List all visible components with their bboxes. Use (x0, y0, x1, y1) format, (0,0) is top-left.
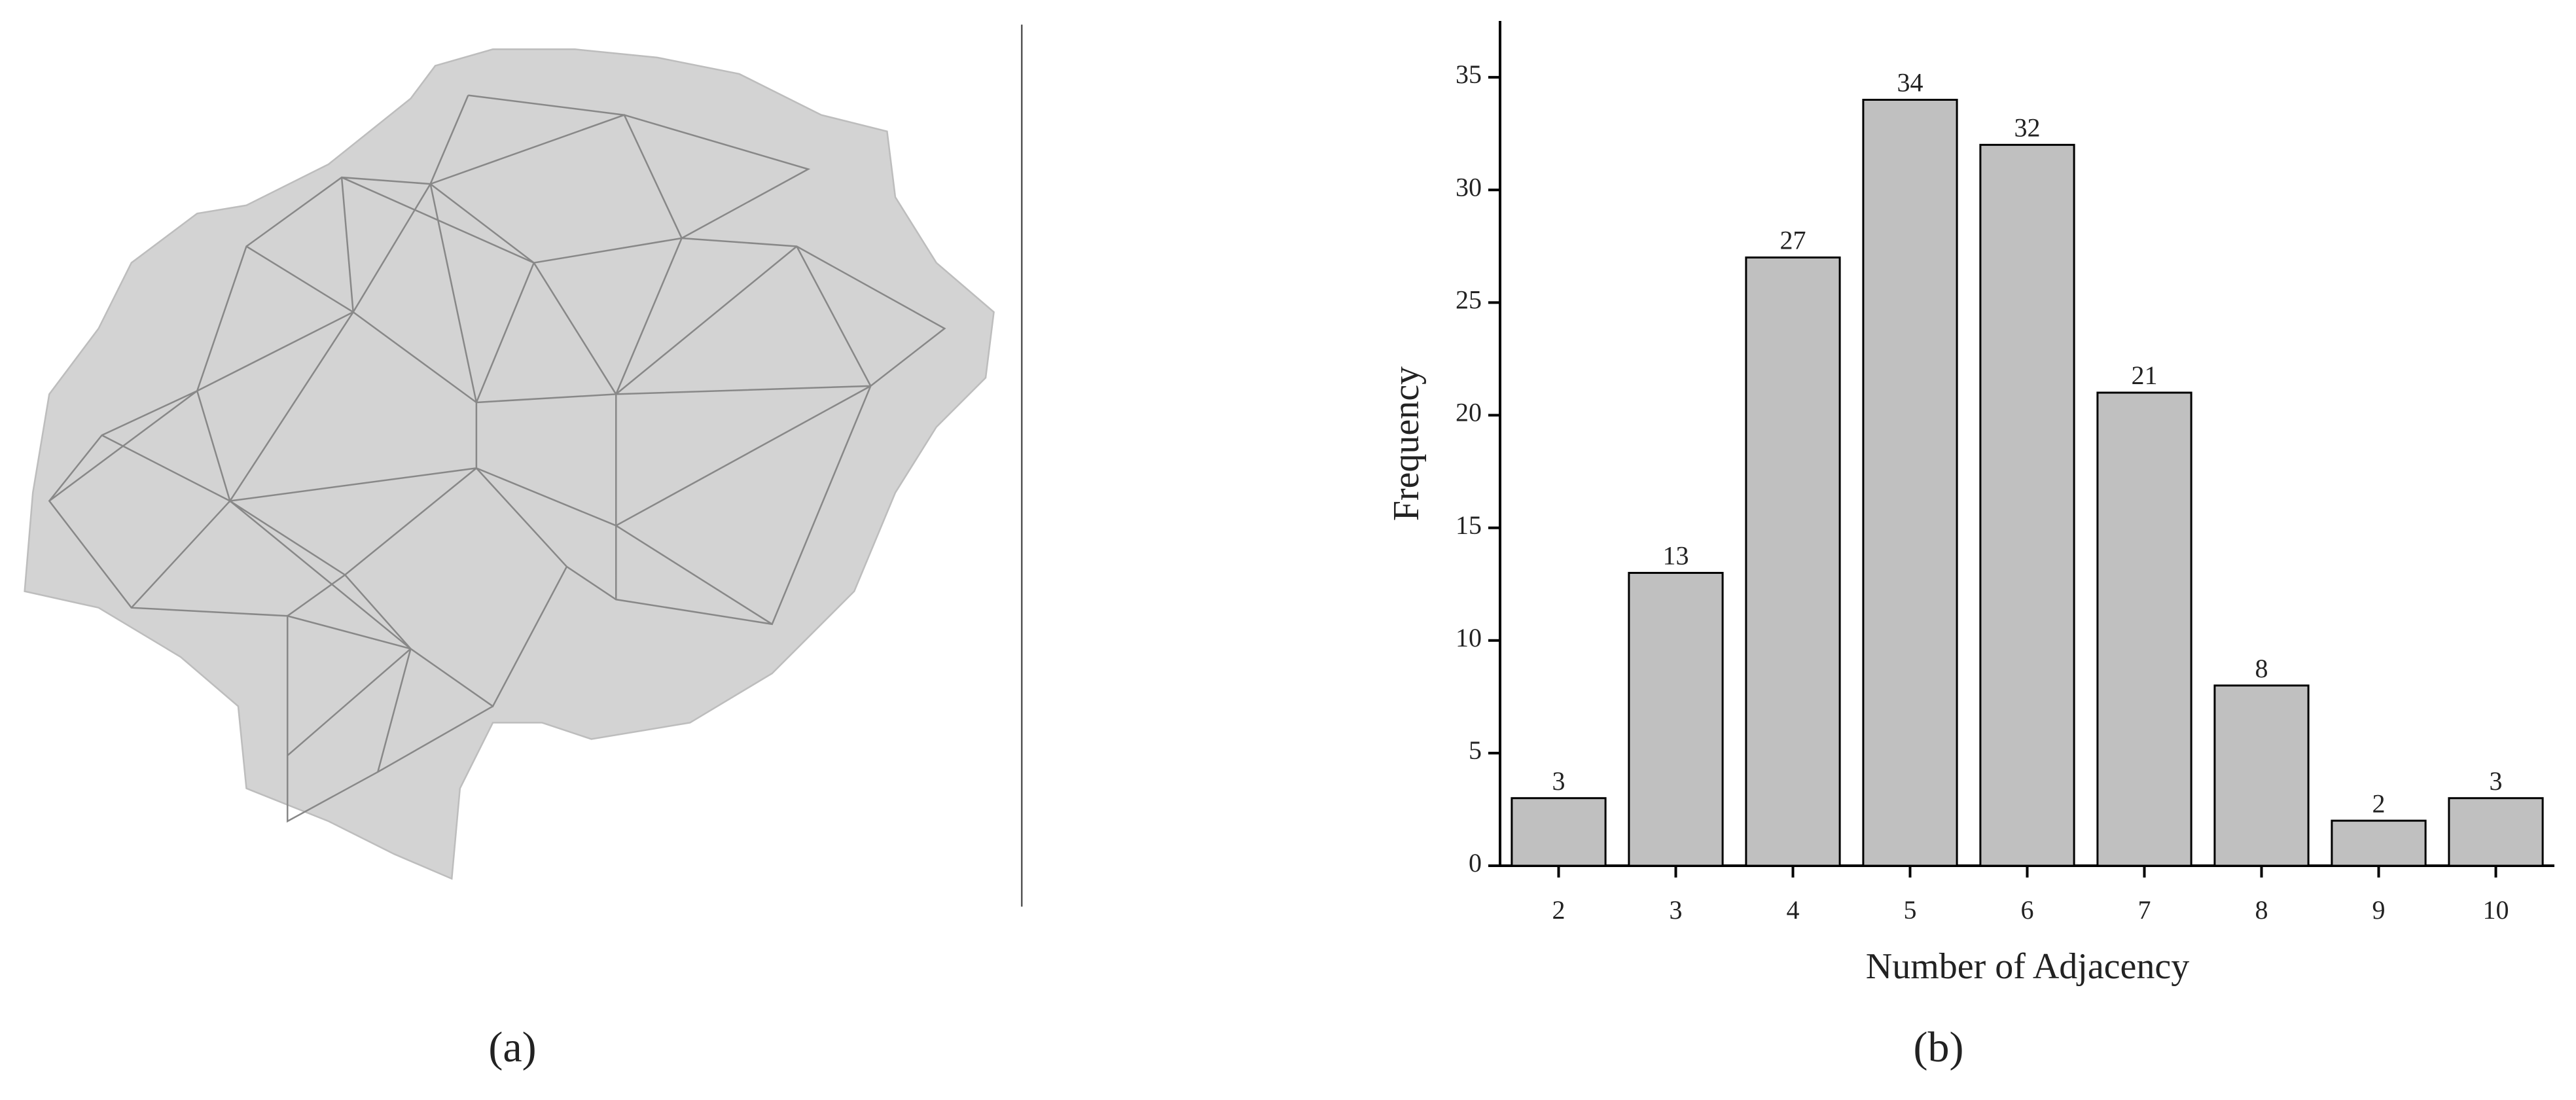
data-label: 3 (2490, 766, 2503, 796)
data-label: 32 (2014, 113, 2041, 143)
bar (1511, 797, 1607, 867)
x-axis-label: Number of Adjacency (1866, 946, 2189, 987)
y-tick-label: 35 (1456, 60, 1482, 89)
x-tick-label: 10 (2483, 895, 2509, 925)
x-tick-label: 6 (2021, 895, 2034, 925)
x-tick-label: 3 (1670, 895, 1683, 925)
bar (1628, 571, 1724, 867)
bar (1862, 98, 1958, 867)
bar (2213, 684, 2310, 867)
map-panel (24, 24, 1023, 907)
data-label: 8 (2255, 654, 2268, 683)
bar (2096, 391, 2192, 867)
x-tick-label: 9 (2372, 895, 2386, 925)
y-tick-label: 15 (1456, 510, 1482, 540)
x-tick-label: 2 (1552, 895, 1565, 925)
bar (2448, 797, 2544, 867)
data-label: 21 (2132, 361, 2158, 390)
x-tick-label: 8 (2255, 895, 2268, 925)
bar (1979, 143, 2075, 867)
bar (2331, 819, 2427, 867)
y-tick-label: 30 (1456, 172, 1482, 202)
y-tick-label: 25 (1456, 285, 1482, 315)
x-tick-label: 5 (1904, 895, 1917, 925)
adjacency-network (48, 94, 946, 823)
x-tick-label: 4 (1787, 895, 1800, 925)
y-axis-label: Frequency (1386, 366, 1427, 521)
data-label: 2 (2372, 789, 2386, 818)
panel-label: (b) (1914, 1023, 1964, 1071)
data-label: 13 (1663, 541, 1689, 571)
region-map (24, 48, 995, 880)
y-tick-label: 5 (1469, 736, 1482, 765)
y-tick-label: 0 (1469, 848, 1482, 878)
x-tick-label: 7 (2138, 895, 2151, 925)
panel-label: (a) (488, 1023, 536, 1071)
data-label: 27 (1780, 226, 1806, 255)
y-tick-label: 20 (1456, 398, 1482, 427)
data-label: 34 (1897, 68, 1923, 98)
bar (1745, 256, 1841, 867)
y-tick-label: 10 (1456, 623, 1482, 652)
data-label: 3 (1552, 766, 1565, 796)
